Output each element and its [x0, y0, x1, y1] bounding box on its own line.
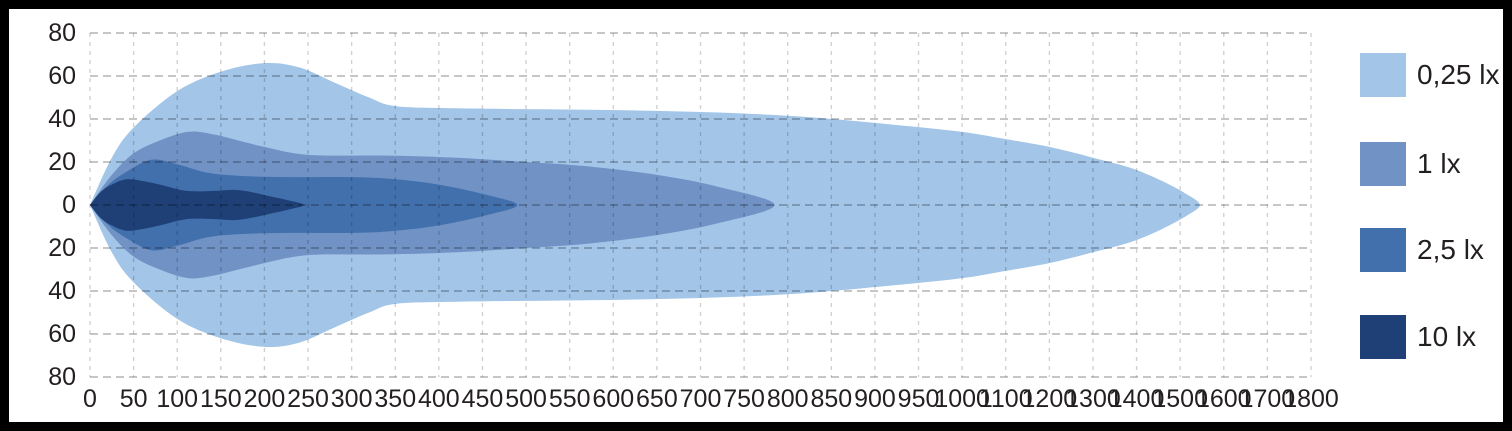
x-axis-tick-label: 200: [244, 385, 286, 413]
legend-swatch-icon: [1360, 53, 1406, 97]
x-axis-tick-label: 400: [418, 385, 460, 413]
legend-swatch-icon: [1360, 315, 1406, 359]
x-axis-tick-label: 950: [898, 385, 940, 413]
x-axis-tick-label: 100: [156, 385, 198, 413]
legend-item: 0,25 lx: [1360, 53, 1500, 97]
contour-10-lx: [90, 179, 304, 231]
y-axis-tick-label: 60: [48, 62, 76, 90]
x-axis-tick-label: 550: [549, 385, 591, 413]
legend-swatch-icon: [1360, 142, 1406, 186]
x-axis-tick-label: 1400: [1109, 385, 1165, 413]
legend-label: 1 lx: [1417, 148, 1461, 179]
legend-label: 10 lx: [1417, 321, 1477, 352]
legend-item: 2,5 lx: [1360, 228, 1484, 272]
x-axis-tick-label: 700: [680, 385, 722, 413]
isolux-chart-panel: 80 60 40 20 0 20 40 60 80 0 50 100 150 200 250 300 350 40…: [9, 9, 1503, 422]
y-axis-tick-label: 20: [48, 234, 76, 262]
x-axis-tick-label: 50: [120, 385, 148, 413]
x-axis-tick-label: 450: [462, 385, 504, 413]
x-axis-tick-label: 250: [287, 385, 329, 413]
x-axis-tick-label: 0: [83, 385, 97, 413]
x-axis-tick-label: 900: [854, 385, 896, 413]
y-axis-tick-label: 80: [48, 363, 76, 391]
x-axis-tick-label: 1200: [1022, 385, 1078, 413]
legend-item: 10 lx: [1360, 315, 1476, 359]
y-axis-tick-label: 20: [48, 148, 76, 176]
x-axis-tick-label: 1700: [1240, 385, 1296, 413]
y-axis-tick-label: 0: [62, 191, 76, 219]
x-axis-tick-label: 1000: [934, 385, 990, 413]
y-axis-tick-label: 40: [48, 277, 76, 305]
x-axis-tick-label: 500: [505, 385, 547, 413]
legend-label: 0,25 lx: [1417, 59, 1500, 90]
x-axis-tick-label: 300: [331, 385, 373, 413]
x-axis-tick-label: 1600: [1196, 385, 1252, 413]
x-axis-tick-label: 1500: [1152, 385, 1208, 413]
x-axis-tick-label: 600: [592, 385, 634, 413]
x-axis-tick-label: 850: [810, 385, 852, 413]
legend-swatch-icon: [1360, 228, 1406, 272]
legend-item: 1 lx: [1360, 142, 1461, 186]
y-axis-tick-label: 60: [48, 320, 76, 348]
x-axis-tick-label: 800: [767, 385, 809, 413]
x-axis-tick-label: 1300: [1065, 385, 1121, 413]
x-axis-tick-label: 1800: [1283, 385, 1339, 413]
x-axis-tick-label: 750: [723, 385, 765, 413]
x-axis-tick-label: 350: [374, 385, 416, 413]
x-axis-tick-label: 650: [636, 385, 678, 413]
legend-label: 2,5 lx: [1417, 234, 1484, 265]
y-axis-tick-label: 80: [48, 19, 76, 47]
y-axis-tick-label: 40: [48, 105, 76, 133]
legend: 0,25 lx 1 lx 2,5 lx 10 lx: [1360, 0, 1512, 431]
x-axis-tick-label: 150: [200, 385, 242, 413]
x-axis-tick-label: 1100: [979, 385, 1033, 413]
